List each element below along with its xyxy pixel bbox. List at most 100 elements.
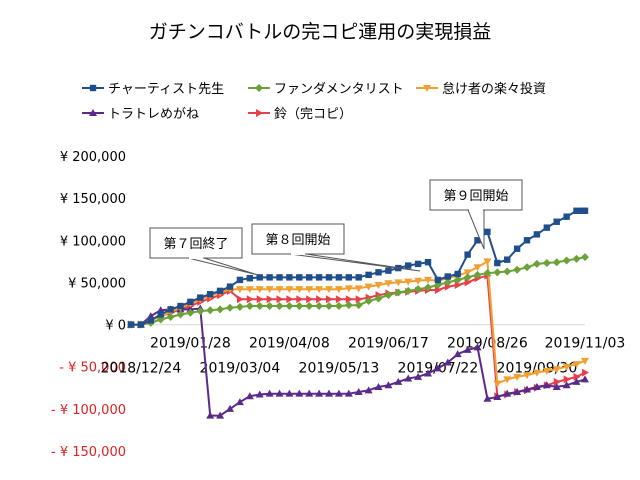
data-point (355, 295, 363, 304)
data-point (572, 254, 581, 263)
legend-marker (256, 109, 263, 117)
data-point (424, 369, 433, 377)
data-point (235, 398, 244, 406)
x-tick-label: 2019/03/04 (200, 361, 281, 377)
series-group (127, 207, 589, 328)
data-point (483, 269, 492, 278)
data-point (483, 394, 492, 402)
legend-marker (255, 84, 263, 92)
data-point (295, 302, 304, 311)
data-point (265, 302, 274, 311)
data-point (503, 376, 512, 384)
y-axis: ¥ 200,000 ¥ 150,000 ¥ 100,000 ¥ 50,000 ¥ 0 - … (51, 150, 585, 460)
data-point (255, 390, 264, 398)
data-point (394, 288, 403, 297)
data-point (344, 285, 353, 293)
data-point (542, 381, 551, 389)
data-point (256, 274, 263, 281)
series-group (127, 253, 589, 329)
data-point (295, 389, 304, 397)
data-point (157, 311, 164, 318)
legend-label: トラトレめがね (108, 107, 199, 122)
data-point (573, 207, 580, 214)
data-point (325, 274, 333, 281)
x-tick-label: 2018/12/24 (101, 361, 182, 377)
data-point (443, 278, 452, 287)
data-point (513, 373, 522, 381)
data-point (255, 286, 264, 294)
data-point (375, 269, 382, 276)
data-point (552, 258, 561, 267)
data-point (414, 372, 423, 380)
legend-label: ファンダメンタリスト (274, 82, 404, 97)
data-point (226, 283, 234, 290)
data-point (562, 256, 571, 265)
data-point (523, 385, 532, 393)
x-tick-label: 2019/05/13 (299, 361, 380, 377)
data-point (532, 382, 541, 390)
x-tick-label: 2019/08/26 (447, 336, 528, 352)
data-point (236, 295, 244, 304)
callout-pointer (289, 253, 421, 272)
data-point (206, 306, 215, 315)
callout: 第８回開始 (251, 223, 421, 272)
data-point (404, 374, 413, 382)
data-point (484, 228, 491, 236)
data-point (443, 358, 452, 366)
data-point (245, 286, 254, 294)
data-point (226, 303, 235, 312)
data-point (255, 302, 264, 311)
data-point (581, 375, 589, 383)
data-point (581, 253, 589, 262)
y-tick-label: ¥ 200,000 (60, 150, 126, 165)
y-tick-label: - ¥ 100,000 (51, 403, 126, 418)
data-point (326, 295, 334, 304)
data-point (464, 278, 472, 287)
data-point (285, 286, 294, 294)
data-point (513, 245, 521, 252)
data-point (365, 271, 372, 279)
data-point (305, 302, 314, 311)
data-point (305, 286, 314, 294)
data-point (532, 259, 541, 268)
data-point (325, 286, 334, 294)
data-point (573, 372, 581, 381)
chart-title: ガチンコバトルの完コピ運用の実現損益 (149, 21, 492, 43)
data-point (453, 350, 462, 358)
data-point (216, 411, 225, 419)
data-point (493, 268, 502, 277)
legend-label: 怠け者の楽々投資 (442, 81, 546, 97)
x-tick-label: 2019/01/28 (150, 336, 231, 352)
data-point (235, 302, 244, 311)
data-point (316, 295, 324, 304)
data-point (246, 275, 254, 282)
data-point (315, 286, 324, 294)
callout-text: 第９回開始 (443, 189, 508, 204)
data-point (266, 295, 274, 304)
data-point (285, 302, 294, 311)
data-point (483, 258, 492, 266)
data-point (473, 270, 482, 279)
data-point (344, 389, 353, 397)
data-point (286, 295, 294, 304)
callout-box (149, 227, 243, 259)
data-point (295, 286, 304, 294)
callout: 第７回終了 (149, 227, 259, 276)
data-point (503, 389, 512, 397)
data-point (315, 389, 324, 397)
data-point (414, 277, 423, 285)
data-point (166, 312, 175, 321)
data-point (276, 274, 283, 281)
data-point (513, 388, 522, 395)
data-point (374, 281, 383, 289)
data-point (344, 301, 353, 310)
data-point (354, 285, 363, 293)
data-point (572, 377, 581, 385)
data-point (246, 295, 254, 304)
data-point (364, 296, 373, 305)
callout-box (429, 179, 523, 211)
data-point (473, 343, 482, 351)
data-point (275, 286, 284, 294)
data-point (187, 298, 194, 306)
